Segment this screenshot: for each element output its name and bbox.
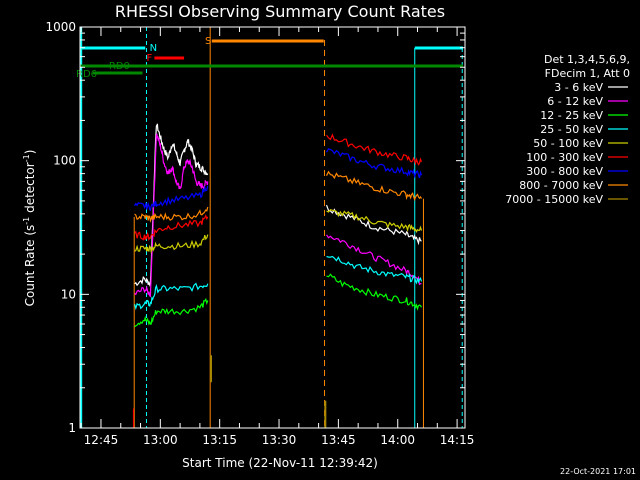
plot-frame: [79, 26, 466, 429]
series-2-segment-0: [134, 297, 209, 328]
x-tick-label-0: 12:45: [84, 433, 119, 447]
legend-label-2: 12 - 25 keV: [540, 109, 603, 122]
rd0-flag-label: RD0: [109, 61, 130, 72]
x-tick-label-4: 13:45: [321, 433, 356, 447]
series-3-segment-1: [326, 255, 423, 285]
legend-label-5: 100 - 300 keV: [526, 151, 603, 164]
flare-flag-label: F: [146, 53, 152, 64]
night-flag-label: N: [150, 43, 157, 54]
y-tick-label-0: 1: [68, 421, 76, 435]
y-tick-label-1: 10: [61, 287, 76, 301]
chart-title: RHESSI Observing Summary Count Rates: [115, 2, 445, 21]
legend-label-6: 300 - 800 keV: [526, 165, 603, 178]
x-tick-label-6: 14:15: [440, 433, 475, 447]
series-4-segment-0: [134, 234, 209, 254]
series-4-segment-1: [326, 209, 423, 233]
legend-header-0: Det 1,3,4,5,6,9,: [544, 53, 630, 66]
svg-text:Count Rate (s-1 detector-1): Count Rate (s-1 detector-1): [22, 150, 37, 307]
y-axis-label: Count Rate (s-1 detector-1): [22, 150, 37, 307]
series-5-segment-1: [326, 133, 423, 166]
series-3-segment-0: [134, 282, 209, 311]
y-tick-label-3: 1000: [45, 20, 76, 34]
x-tick-label-1: 13:00: [143, 433, 178, 447]
saa-flag-label: S: [205, 36, 211, 47]
footer-timestamp: 22-Oct-2021 17:01: [560, 467, 636, 476]
x-axis-label: Start Time (22-Nov-11 12:39:42): [182, 456, 378, 470]
x-tick-label-5: 14:00: [380, 433, 415, 447]
legend-label-0: 3 - 6 keV: [554, 81, 603, 94]
x-tick-label-2: 13:15: [202, 433, 237, 447]
series-5-segment-0: [134, 214, 209, 242]
series-1-segment-0: [134, 133, 209, 298]
legend-label-4: 50 - 100 keV: [533, 137, 603, 150]
series-1-segment-1: [326, 234, 422, 286]
series-7-segment-0: [134, 206, 209, 223]
series-7-segment-1: [325, 170, 423, 202]
y-tick-label-2: 100: [53, 154, 76, 168]
legend-label-7: 800 - 7000 keV: [519, 179, 603, 192]
series-0-segment-1: [325, 204, 422, 246]
series-6-segment-1: [325, 148, 423, 179]
legend-label-1: 6 - 12 keV: [547, 95, 603, 108]
legend-label-8: 7000 - 15000 keV: [505, 193, 603, 206]
legend-header-1: FDecim 1, Att 0: [545, 67, 630, 80]
rd6-flag-label: RD6: [76, 69, 97, 80]
legend-label-3: 25 - 50 keV: [540, 123, 603, 136]
series-6-segment-0: [134, 185, 209, 212]
x-tick-label-3: 13:30: [262, 433, 297, 447]
series-2-segment-1: [326, 273, 423, 311]
